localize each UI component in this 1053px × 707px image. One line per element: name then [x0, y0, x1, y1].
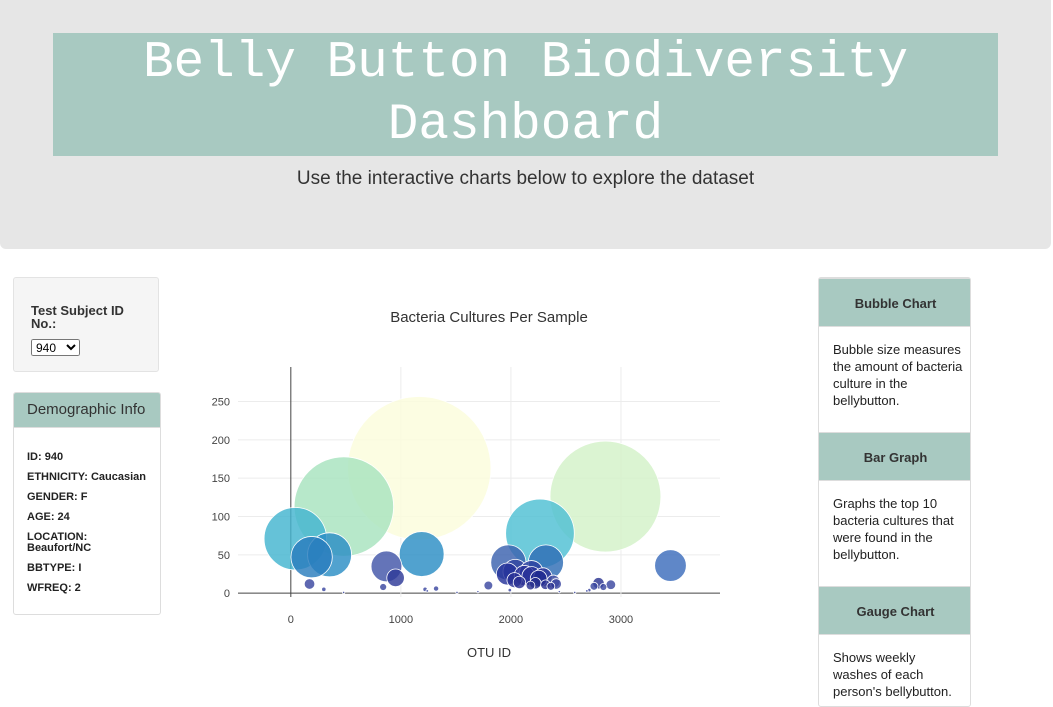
bubble-point: [398, 531, 445, 577]
y-tick-label: 150: [212, 473, 230, 485]
subject-selector-label: Test Subject ID No.:: [31, 303, 124, 331]
bubble-point: [303, 578, 316, 590]
subject-id-dropdown[interactable]: 940: [31, 339, 80, 356]
bubble-point: [425, 589, 429, 593]
bubble-point: [589, 581, 599, 591]
page-subtitle: Use the interactive charts below to expl…: [296, 168, 755, 189]
chart-x-axis-label: OTU ID: [467, 645, 511, 660]
bubble-point: [290, 536, 333, 579]
demographic-item-wfreq: WFREQ: 2: [27, 582, 81, 594]
x-tick-label: 1000: [389, 614, 413, 626]
demographic-item-id: ID: 940: [27, 451, 64, 463]
info-body-gauge-chart: Shows weekly washes of each person's bel…: [833, 650, 952, 699]
bubble-point: [512, 575, 526, 589]
subject-selector-well: Test Subject ID No.: 940: [13, 277, 159, 372]
info-heading-bubble-chart: Bubble Chart: [819, 278, 970, 327]
demographic-panel: Demographic Info ID: 940 ETHNICITY: Cauc…: [13, 392, 161, 615]
bubble-point: [654, 549, 687, 582]
chart-bubbles: [263, 396, 687, 594]
demographic-item-ethnicity: ETHNICITY: Caucasian: [27, 471, 146, 483]
page-title: Belly Button Biodiversity Dashboard: [53, 33, 998, 156]
bubble-point: [573, 590, 577, 594]
demographic-item-bbtype: BBTYPE: I: [27, 562, 82, 574]
header-jumbotron: Belly Button Biodiversity Dashboard Use …: [0, 0, 1051, 249]
demographic-item-location: LOCATION: Beaufort/NC: [27, 531, 92, 554]
bubble-chart: Bacteria Cultures Per Sample 0 50 100 150 20…: [212, 309, 720, 660]
bubble-point: [525, 580, 536, 591]
bubble-point: [476, 590, 480, 594]
bubble-point: [379, 583, 388, 591]
info-heading-bar-graph: Bar Graph: [819, 432, 970, 481]
bubble-point: [605, 579, 617, 590]
bubble-point: [599, 583, 608, 591]
demographic-item-age: AGE: 24: [27, 511, 70, 523]
bubble-point: [557, 590, 561, 594]
demographic-item-gender: GENDER: F: [27, 491, 88, 503]
chart-tick-labels: 0 50 100 150 200 250 0 1000 2000 3000: [212, 397, 634, 627]
info-heading-gauge-chart: Gauge Chart: [819, 586, 970, 635]
y-tick-label: 250: [212, 397, 230, 409]
bubble-point: [386, 568, 405, 588]
bubble-point: [455, 590, 459, 594]
y-tick-label: 0: [224, 588, 230, 600]
bubble-point: [546, 581, 556, 591]
y-tick-label: 100: [212, 512, 230, 524]
page-title-line2: Dashboard: [387, 97, 664, 154]
x-tick-label: 0: [288, 614, 294, 626]
bubble-point: [585, 589, 589, 593]
y-tick-label: 50: [218, 550, 230, 562]
demographic-panel-heading: Demographic Info: [14, 393, 160, 428]
info-panel: Bubble Chart Bubble size measures the am…: [818, 277, 971, 707]
bubble-point: [342, 590, 346, 594]
bubble-point: [433, 585, 440, 592]
page-title-line1: Belly Button Biodiversity: [142, 35, 909, 92]
info-body-bubble-chart: Bubble size measures the amount of bacte…: [833, 342, 963, 408]
x-tick-label: 2000: [499, 614, 523, 626]
chart-title: Bacteria Cultures Per Sample: [390, 309, 588, 326]
y-tick-label: 200: [212, 435, 230, 447]
bubble-point: [549, 440, 662, 553]
bubble-point: [507, 587, 512, 593]
bubble-point: [321, 586, 327, 592]
x-tick-label: 3000: [609, 614, 633, 626]
bubble-point: [483, 580, 494, 591]
info-body-bar-graph: Graphs the top 10 bacteria cultures that…: [833, 496, 954, 562]
